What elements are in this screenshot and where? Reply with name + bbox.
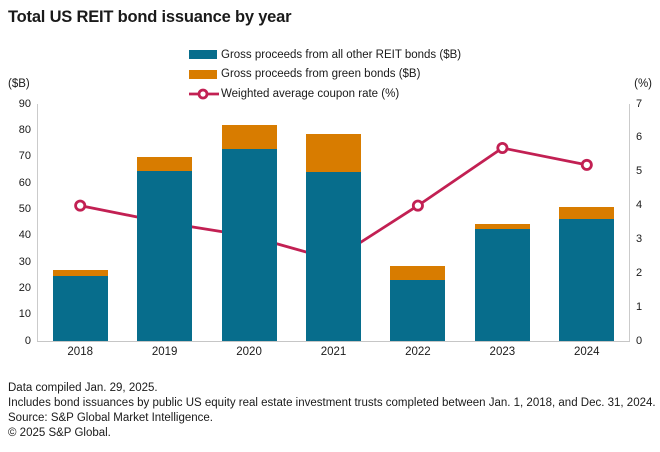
- bar-segment-other-bonds: [474, 229, 530, 341]
- right-axis-ticks: 0 1 2 3 4 5 6 7: [636, 98, 658, 347]
- right-axis-tick-label: 2: [636, 266, 643, 279]
- left-axis-ticks: 0 10 20 30 40 50 60 70 80 90: [0, 98, 31, 347]
- bar-segment-green-bonds: [474, 223, 530, 230]
- bar-segment-green-bonds: [137, 156, 193, 172]
- legend-item-coupon-rate: Weighted average coupon rate (%): [189, 84, 461, 104]
- bar-group: [306, 104, 361, 341]
- x-axis-label: 2019: [151, 346, 178, 358]
- legend: Gross proceeds from all other REIT bonds…: [189, 45, 461, 104]
- bar-segment-other-bonds: [390, 280, 446, 341]
- bar-segment-green-bonds: [306, 134, 361, 173]
- bar-group: [390, 104, 446, 341]
- right-axis-tick-label: 3: [636, 232, 643, 245]
- coupon-point: [496, 142, 509, 155]
- legend-swatch-green-bonds: [189, 69, 217, 79]
- left-axis-unit-label: ($B): [8, 78, 30, 90]
- x-axis-line: [37, 341, 630, 342]
- bar-group: [221, 104, 277, 341]
- bar-segment-other-bonds: [221, 148, 277, 341]
- right-axis-tick-label: 5: [636, 165, 643, 178]
- footnote-source: Source: S&P Global Market Intelligence.: [8, 412, 213, 424]
- footnote-data-compiled: Data compiled Jan. 29, 2025.: [8, 382, 158, 394]
- bar-segment-green-bonds: [52, 269, 108, 277]
- bar-segment-other-bonds: [306, 172, 361, 341]
- left-axis-tick-label: 40: [18, 229, 31, 242]
- left-axis-tick-label: 60: [18, 176, 31, 189]
- x-axis-label: 2024: [573, 346, 600, 358]
- bar-segment-green-bonds: [559, 206, 615, 219]
- bar-group: [559, 104, 615, 341]
- legend-label-other-bonds: Gross proceeds from all other REIT bonds…: [221, 48, 462, 61]
- legend-line-marker-icon: [189, 88, 219, 100]
- chart-footnotes: Data compiled Jan. 29, 2025. Includes bo…: [8, 381, 656, 441]
- bar-group: [474, 104, 530, 341]
- x-axis-label: 2020: [236, 346, 262, 358]
- plot-area: [38, 104, 629, 341]
- right-axis-tick-label: 1: [636, 300, 643, 313]
- left-axis-line: [37, 104, 38, 342]
- coupon-point: [74, 199, 87, 212]
- coupon-point: [580, 158, 593, 171]
- x-axis-labels: 2018 2019 2020 2021 2022 2023 2024: [38, 346, 629, 360]
- bar-segment-green-bonds: [390, 265, 446, 281]
- right-axis-unit-label: (%): [634, 78, 652, 90]
- left-axis-tick-label: 30: [18, 255, 31, 268]
- legend-swatch-other-bonds: [189, 50, 217, 60]
- x-axis-label: 2022: [405, 346, 431, 358]
- footnote-scope: Includes bond issuances by public US equ…: [8, 397, 656, 409]
- legend-label-green-bonds: Gross proceeds from green bonds ($B): [221, 68, 421, 81]
- right-axis-line: [629, 104, 630, 342]
- bar-segment-other-bonds: [559, 218, 615, 341]
- legend-item-other-bonds: Gross proceeds from all other REIT bonds…: [189, 45, 461, 65]
- right-axis-tick-label: 7: [636, 97, 643, 110]
- right-axis-tick-label: 0: [636, 334, 643, 347]
- bar-segment-other-bonds: [52, 276, 108, 341]
- left-axis-tick-label: 10: [18, 308, 31, 321]
- left-axis-tick-label: 90: [18, 97, 31, 110]
- bar-group: [52, 104, 108, 341]
- bar-segment-other-bonds: [137, 171, 193, 341]
- left-axis-tick-label: 20: [18, 281, 31, 294]
- x-axis-label: 2023: [489, 346, 516, 358]
- coupon-point: [411, 199, 424, 212]
- x-axis-label: 2018: [67, 346, 93, 358]
- left-axis-tick-label: 50: [18, 202, 31, 215]
- right-axis-tick-label: 4: [636, 199, 643, 212]
- left-axis-tick-label: 80: [18, 123, 31, 136]
- legend-label-coupon-rate: Weighted average coupon rate (%): [221, 87, 400, 100]
- bar-segment-green-bonds: [221, 125, 277, 149]
- left-axis-tick-label: 0: [24, 334, 31, 347]
- x-axis-label: 2021: [320, 346, 347, 358]
- bar-group: [137, 104, 193, 341]
- left-axis-tick-label: 70: [18, 150, 31, 163]
- chart-title: Total US REIT bond issuance by year: [8, 8, 292, 26]
- legend-item-green-bonds: Gross proceeds from green bonds ($B): [189, 65, 461, 85]
- right-axis-tick-label: 6: [636, 131, 643, 144]
- footnote-copyright: © 2025 S&P Global.: [8, 427, 111, 439]
